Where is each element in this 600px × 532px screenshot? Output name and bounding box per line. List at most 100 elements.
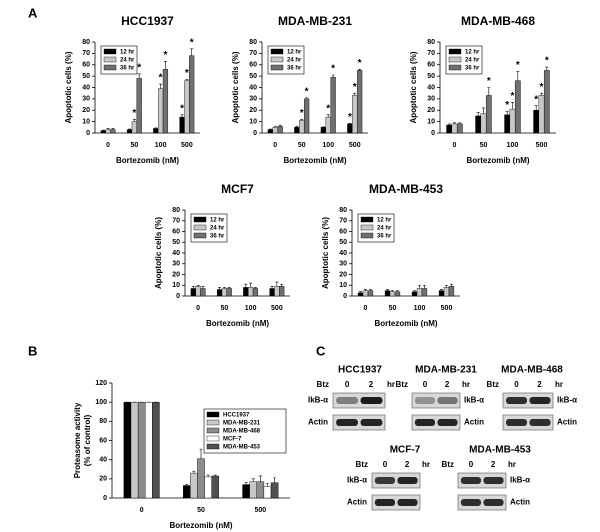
legend-swatch: [360, 224, 374, 231]
legend-label: 12 hr: [120, 50, 135, 56]
legend-label: MDA-MB-468: [223, 429, 261, 435]
bar: [538, 95, 545, 134]
bar: [226, 288, 232, 297]
error-bar: [395, 290, 399, 292]
bar: [356, 70, 363, 134]
error-bar: [258, 475, 262, 482]
error-bar: [249, 282, 253, 288]
legend-label: 12 hr: [287, 50, 302, 56]
unit-label: hr: [555, 380, 563, 389]
time-label: 2: [491, 460, 496, 469]
legend-swatch: [270, 64, 284, 71]
blot-band: [360, 419, 383, 426]
legend-swatch: [206, 427, 220, 434]
error-bar: [511, 101, 514, 110]
treatment-label: Btz: [442, 460, 454, 469]
legend-swatch: [193, 216, 207, 223]
error-bar: [227, 287, 231, 289]
row-label: Actin: [557, 418, 577, 427]
blot-band: [437, 419, 458, 426]
y-tick-label: 40: [172, 250, 180, 257]
x-axis-label: Bortezomib (nM): [169, 521, 232, 530]
error-bar: [222, 287, 226, 289]
bar: [145, 401, 153, 499]
bar: [105, 129, 111, 134]
y-tick-label: 80: [99, 418, 107, 425]
error-bar: [163, 61, 167, 70]
y-tick-label: 20: [339, 271, 347, 278]
y-axis-label: Apoptotic cells (%): [154, 217, 163, 289]
y-tick-label: 120: [95, 380, 107, 387]
error-bar: [270, 286, 274, 289]
error-bar: [540, 92, 543, 96]
error-bar: [368, 289, 372, 291]
bar: [269, 288, 275, 297]
error-bar: [265, 483, 269, 487]
bar: [362, 290, 369, 297]
bar: [123, 401, 132, 499]
error-bar: [300, 119, 304, 121]
error-bar: [191, 286, 195, 289]
panel-label: A: [28, 5, 38, 20]
error-bar: [159, 83, 163, 89]
significance-mark: *: [132, 108, 136, 119]
legend-label: 24 hr: [377, 226, 392, 232]
legend-label: 12 hr: [465, 50, 480, 56]
bar: [252, 288, 259, 297]
treatment-label: Btz: [317, 380, 329, 389]
bar: [272, 127, 278, 134]
chart-title: MDA-MB-468: [461, 14, 535, 28]
treatment-label: Btz: [396, 380, 408, 389]
bar: [211, 475, 219, 499]
error-bar: [326, 114, 330, 118]
significance-mark: *: [545, 56, 549, 67]
error-bar: [505, 111, 509, 115]
bar: [182, 485, 191, 499]
y-tick-label: 20: [99, 476, 107, 483]
bar: [421, 288, 428, 297]
significance-mark: *: [185, 68, 189, 79]
bar: [189, 55, 195, 134]
bar: [389, 291, 396, 297]
x-tick-label: 50: [389, 305, 397, 312]
error-bar: [440, 289, 444, 291]
error-bar: [213, 474, 217, 476]
y-axis-label: Apoptotic cells (%): [409, 51, 418, 123]
x-tick-label: 0: [453, 142, 457, 149]
bar: [475, 115, 482, 134]
bar: [243, 287, 249, 297]
bar: [204, 476, 212, 499]
x-tick-label: 50: [480, 142, 488, 149]
y-tick-label: 20: [82, 107, 90, 114]
x-tick-label: 100: [245, 305, 257, 312]
bar: [179, 116, 185, 134]
blot-band: [506, 397, 527, 404]
time-label: 0: [345, 380, 350, 389]
blot-band: [360, 397, 383, 404]
error-bar: [206, 474, 210, 477]
y-tick-label: 40: [99, 457, 107, 464]
legend-label: 36 hr: [210, 234, 225, 240]
time-label: 0: [423, 380, 428, 389]
legend-swatch: [206, 443, 220, 450]
y-tick-label: 70: [82, 50, 90, 57]
x-tick-label: 0: [140, 507, 144, 514]
x-tick-label: 0: [106, 142, 110, 149]
bar: [126, 129, 133, 134]
y-tick-label: 10: [82, 118, 90, 125]
row-label: IkB-α: [347, 476, 367, 485]
legend-swatch: [270, 48, 284, 55]
y-tick-label: 50: [172, 239, 180, 246]
bar: [446, 124, 453, 134]
bar: [195, 286, 201, 297]
error-bar: [106, 128, 110, 130]
bar: [320, 127, 327, 134]
bar: [158, 88, 164, 134]
blot-band: [483, 499, 504, 506]
y-tick-label: 60: [172, 228, 180, 235]
row-label: Actin: [308, 418, 328, 427]
error-bar: [154, 127, 158, 129]
bar: [152, 401, 160, 499]
legend-label: 12 hr: [210, 218, 225, 224]
